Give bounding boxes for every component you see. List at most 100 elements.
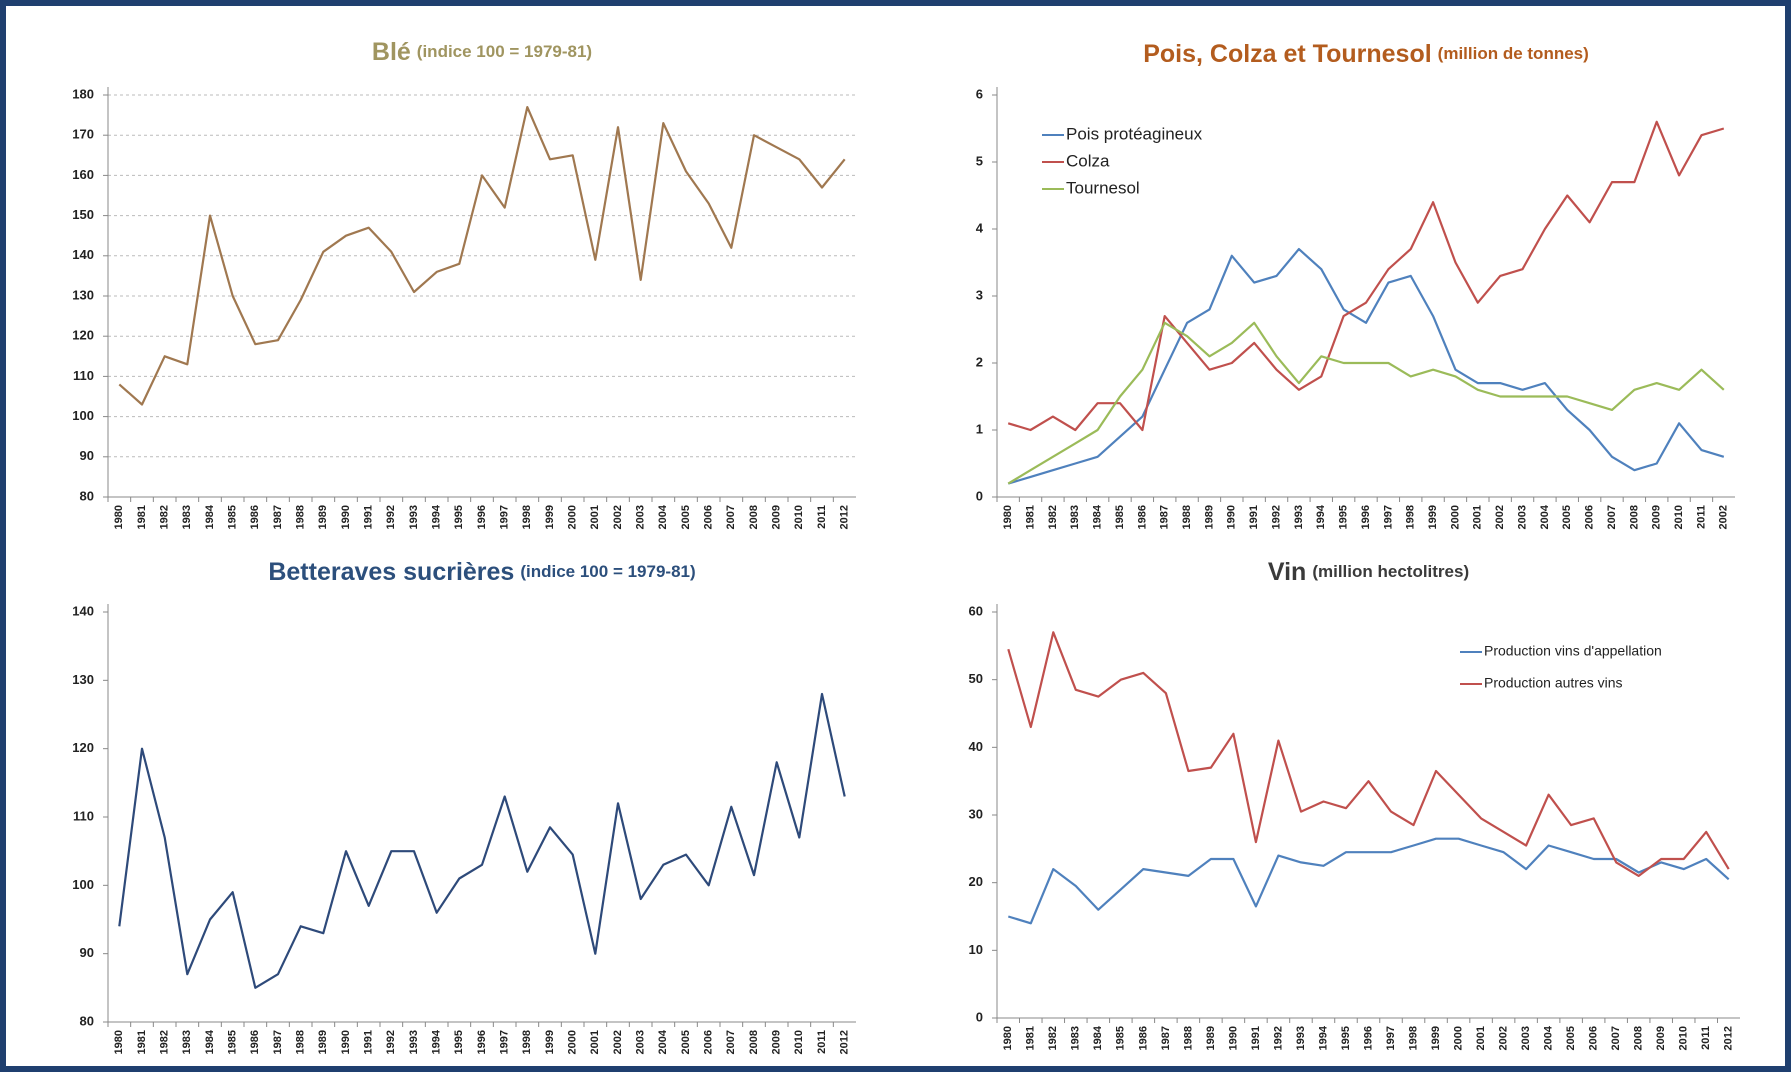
x-tick-label: 1985 (1114, 505, 1126, 529)
title-main: Pois, Colza et Tournesol (1143, 40, 1431, 68)
x-tick-label: 2011 (816, 505, 828, 529)
x-tick-label: 1997 (499, 1030, 511, 1054)
x-tick-label: 1980 (113, 1030, 125, 1054)
y-tick-label: 130 (72, 287, 94, 302)
x-tick-label: 1989 (1205, 1026, 1217, 1050)
x-tick-label: 1994 (1315, 504, 1327, 529)
x-tick-label: 1997 (499, 505, 511, 529)
x-tick-label: 1998 (521, 1030, 533, 1054)
x-tick-label: 2010 (1673, 505, 1685, 529)
title-sub: (million de tonnes) (1438, 44, 1589, 63)
x-tick-label: 1980 (1002, 505, 1014, 529)
x-tick-label: 1980 (113, 505, 125, 529)
x-tick-label: 1984 (204, 504, 216, 529)
x-tick-label: 2009 (1655, 1026, 1667, 1050)
title-sub: (indice 100 = 1979-81) (417, 42, 592, 61)
title-main: Vin (1268, 558, 1306, 586)
x-tick-label: 1998 (1407, 1026, 1419, 1050)
x-tick-label: 2002 (1497, 1026, 1509, 1050)
x-tick-label: 1998 (521, 505, 533, 529)
x-tick-label: 2004 (657, 1029, 669, 1054)
y-tick-label: 90 (80, 945, 94, 960)
data-line (118, 692, 846, 989)
legend-label: Production vins d'appellation (1484, 643, 1662, 659)
x-tick-label: 2011 (816, 1030, 828, 1054)
y-tick-label: 0 (976, 488, 983, 503)
y-tick-label: 120 (72, 328, 94, 343)
y-tick-label: 80 (80, 1013, 94, 1028)
x-tick-label: 2009 (1651, 505, 1663, 529)
x-tick-label: 1988 (1182, 1026, 1194, 1050)
data-line (1007, 248, 1725, 485)
y-tick-label: 180 (72, 86, 94, 101)
x-tick-label: 1998 (1405, 505, 1417, 529)
x-tick-label: 1993 (408, 1030, 420, 1054)
x-tick-label: 2001 (589, 505, 601, 529)
x-tick-label: 1987 (272, 505, 284, 529)
x-tick-label: 2000 (567, 505, 579, 529)
x-tick-label: 1989 (317, 1030, 329, 1054)
legend-label: Production autres vins (1484, 675, 1623, 691)
x-tick-label: 2005 (1561, 505, 1573, 529)
x-tick-label: 1985 (227, 1030, 239, 1054)
x-tick-label: 1983 (1070, 1026, 1082, 1050)
chart-title: Blé (indice 100 = 1979-81) (372, 38, 592, 66)
x-tick-label: 1989 (317, 505, 329, 529)
x-tick-label: 2011 (1700, 1026, 1712, 1050)
x-tick-label: 2002 (1718, 505, 1730, 529)
x-tick-label: 2004 (657, 504, 669, 529)
x-tick-label: 1982 (159, 505, 171, 529)
y-tick-label: 10 (969, 942, 983, 957)
y-tick-label: 5 (976, 153, 983, 168)
data-line (118, 106, 846, 406)
x-tick-label: 2006 (1584, 505, 1596, 529)
x-tick-label: 1981 (1024, 505, 1036, 529)
legend-label: Pois protéagineux (1066, 124, 1203, 143)
data-line (1007, 837, 1730, 925)
y-tick-label: 40 (969, 739, 983, 754)
y-tick-label: 1 (976, 421, 983, 436)
x-tick-label: 1993 (408, 505, 420, 529)
x-tick-label: 1993 (1293, 505, 1305, 529)
x-tick-label: 2001 (589, 1030, 601, 1054)
x-tick-label: 1988 (295, 505, 307, 529)
data-line (1007, 321, 1725, 485)
x-tick-label: 1987 (272, 1030, 284, 1054)
x-tick-label: 1999 (1430, 1026, 1442, 1050)
x-tick-label: 1997 (1385, 1026, 1397, 1050)
x-tick-label: 2007 (1606, 505, 1618, 529)
chart-title: Vin (million hectolitres) (1268, 558, 1469, 586)
legend-label: Colza (1066, 151, 1110, 170)
x-tick-label: 1980 (1002, 1026, 1014, 1050)
x-tick-label: 1993 (1295, 1026, 1307, 1050)
y-tick-label: 130 (72, 672, 94, 687)
y-tick-label: 3 (976, 287, 983, 302)
x-tick-label: 2011 (1695, 505, 1707, 529)
x-tick-label: 1984 (204, 1029, 216, 1054)
x-tick-label: 2004 (1539, 504, 1551, 529)
x-tick-label: 1985 (1115, 1026, 1127, 1050)
x-tick-label: 1983 (1069, 505, 1081, 529)
x-tick-label: 2001 (1475, 1026, 1487, 1050)
y-tick-label: 4 (976, 220, 984, 235)
x-tick-label: 1985 (227, 505, 239, 529)
x-tick-label: 1992 (385, 505, 397, 529)
x-tick-label: 1996 (476, 1030, 488, 1054)
legend-label: Tournesol (1066, 178, 1140, 197)
x-tick-label: 1992 (1270, 505, 1282, 529)
data-line (1007, 631, 1730, 877)
y-tick-label: 80 (80, 488, 94, 503)
x-tick-label: 2002 (612, 1030, 624, 1054)
y-tick-label: 90 (80, 448, 94, 463)
x-tick-label: 1996 (1362, 1026, 1374, 1050)
x-tick-label: 2003 (635, 505, 647, 529)
x-tick-label: 1992 (385, 1030, 397, 1054)
y-tick-label: 6 (976, 86, 983, 101)
x-tick-label: 1982 (1047, 505, 1059, 529)
x-tick-label: 2002 (1494, 505, 1506, 529)
chart-title: Betteraves sucrières (indice 100 = 1979-8… (268, 558, 695, 586)
x-tick-label: 1982 (159, 1030, 171, 1054)
x-tick-label: 1981 (136, 505, 148, 529)
x-tick-label: 2007 (725, 505, 737, 529)
